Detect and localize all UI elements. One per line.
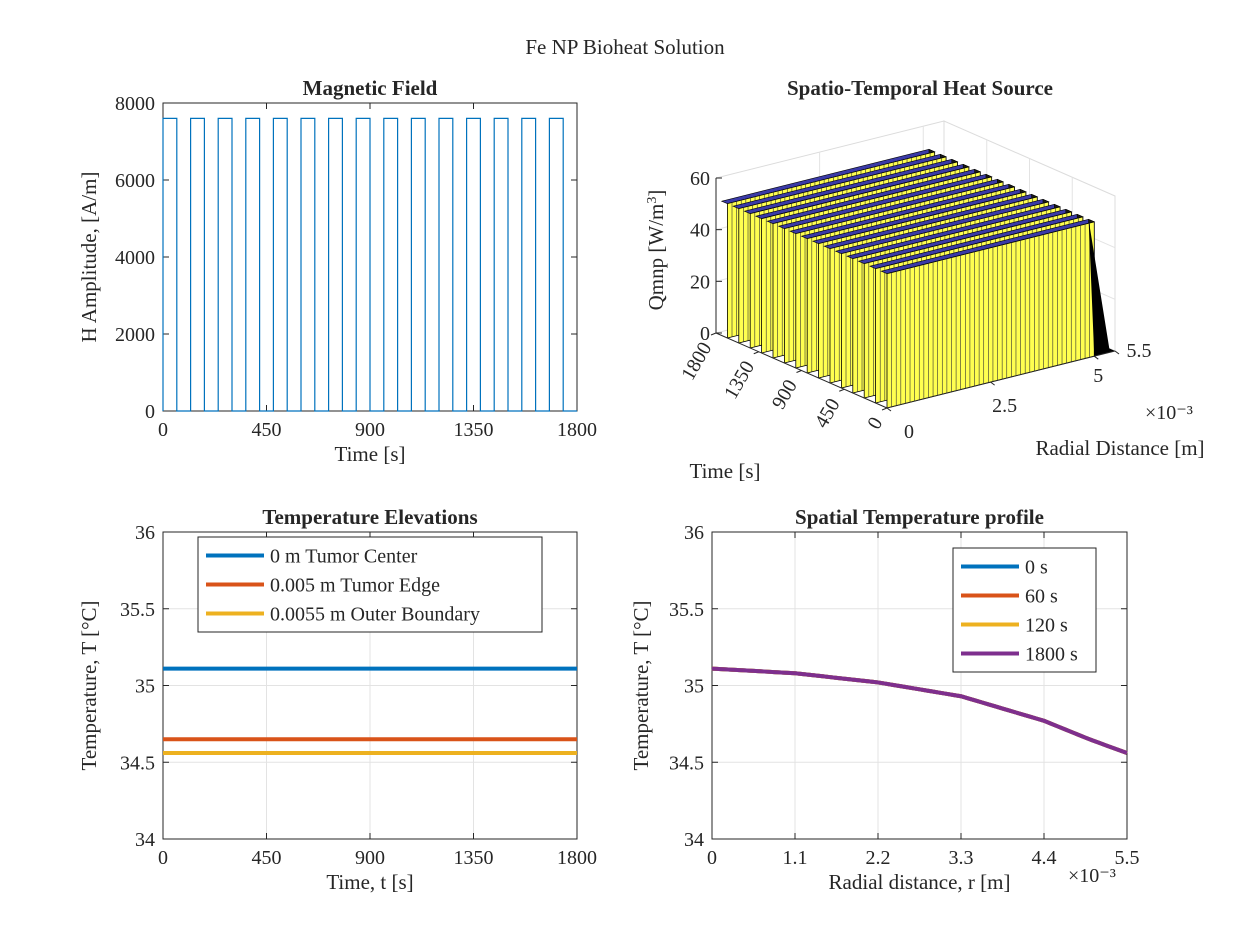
y-tick-label: 35.5	[120, 599, 155, 621]
r-tick-label: 5.5	[1127, 340, 1152, 362]
r-tick-mark	[1114, 350, 1120, 355]
x-tick-label: 450	[252, 419, 282, 441]
r-tick-mark	[990, 381, 995, 386]
y-tick-label: 36	[684, 522, 704, 544]
z-tick-label: 0	[700, 323, 710, 345]
r-tick-label: 2.5	[992, 395, 1017, 417]
z-tick-label: 60	[690, 168, 710, 190]
chart-title: Magnetic Field	[303, 76, 438, 100]
x-axis-label: Time [s]	[335, 442, 406, 466]
legend-box	[952, 547, 1097, 673]
x-axis-label: Radial distance, r [m]	[829, 870, 1011, 894]
z-tick-label: 40	[690, 220, 710, 242]
x-axis-label: Radial Distance [m]	[1035, 436, 1204, 460]
x-tick-label: 3.3	[949, 847, 974, 869]
x-tick-label: 4.4	[1032, 847, 1057, 869]
legend-label: 0.0055 m Outer Boundary	[270, 604, 480, 626]
spatial-temperature-chart: 0 1.1 2.2 3.3 4.4 5.5 34 34.5 35 35.5 36 Spatial Te…	[629, 505, 1140, 894]
temperature-elevations-chart: 0 450 900 1350 1800 34 34.5 35 35.5 36 Temperature…	[77, 505, 597, 894]
bar-ribs	[891, 223, 1090, 407]
x-exponent-label: ×10⁻³	[1145, 402, 1193, 424]
t-tick-label: 900	[768, 376, 802, 413]
r-axis-line	[886, 350, 1116, 409]
legend-label: 0 m Tumor Center	[270, 546, 418, 568]
figure-title: Fe NP Bioheat Solution	[525, 35, 725, 59]
y-tick-label: 34.5	[120, 752, 155, 774]
x-tick-label: 1.1	[783, 847, 808, 869]
x-tick-label: 0	[707, 847, 717, 869]
y-tick-label: 35.5	[669, 599, 704, 621]
series-line	[711, 666, 1128, 755]
r-tick-label: 5	[1093, 365, 1103, 387]
y-axis-label: Time [s]	[690, 459, 761, 483]
y-tick-label: 34	[135, 829, 155, 851]
x-tick-label: 1800	[557, 419, 597, 441]
r-tick-mark	[886, 407, 892, 412]
x-tick-label: 1350	[454, 419, 494, 441]
legend-label: 60 s	[1025, 586, 1058, 608]
x-exponent-label: ×10⁻³	[1068, 865, 1116, 887]
y-tick-label: 6000	[115, 170, 155, 192]
z-axis-label: Qmnp [W/m3]	[644, 190, 668, 311]
x-tick-label: 900	[355, 847, 385, 869]
y-axis-label: Temperature, T [°C]	[629, 600, 653, 770]
legend-label: 0.005 m Tumor Edge	[270, 575, 440, 597]
t-tick-label: 1800	[677, 339, 716, 385]
series-line	[711, 666, 1128, 755]
y-tick-label: 0	[145, 401, 155, 423]
series-line	[711, 666, 1128, 755]
x-axis-label: Time, t [s]	[326, 870, 413, 894]
x-tick-label: 900	[355, 419, 385, 441]
chart-title: Temperature Elevations	[262, 505, 477, 529]
magnetic-field-chart: 0 450 900 1350 1800 0 2000 4000 6000 8000 Magnetic…	[77, 76, 597, 466]
x-tick-label: 1350	[454, 847, 494, 869]
r-tick-mark	[1093, 355, 1099, 360]
legend-label: 0 s	[1025, 557, 1048, 579]
t-tick-mark	[839, 388, 845, 392]
t-tick-label: 1350	[720, 357, 759, 403]
t-tick-mark	[753, 351, 759, 355]
x-tick-label: 450	[252, 847, 282, 869]
y-tick-label: 36	[135, 522, 155, 544]
chart-title: Spatio-Temporal Heat Source	[787, 76, 1053, 100]
y-tick-label: 2000	[115, 324, 155, 346]
t-tick-mark	[881, 407, 888, 411]
y-tick-label: 34.5	[669, 752, 704, 774]
chart-title: Spatial Temperature profile	[795, 505, 1044, 529]
z-tick-label: 20	[690, 271, 710, 293]
legend-label: 1800 s	[1025, 644, 1078, 666]
y-tick-label: 4000	[115, 247, 155, 269]
series-line	[711, 666, 1128, 755]
z-axis-label-superscript: 3	[645, 197, 660, 204]
r-tick-label: 0	[904, 421, 914, 443]
y-axis-label: Temperature, T [°C]	[77, 600, 101, 770]
y-tick-label: 35	[135, 676, 155, 698]
z-axis-label-base: Qmnp [W/m	[644, 204, 668, 311]
y-axis-label: H Amplitude, [A/m]	[77, 172, 101, 343]
x-tick-label: 5.5	[1115, 847, 1140, 869]
t-tick-label: 450	[811, 395, 845, 432]
x-tick-label: 1800	[557, 847, 597, 869]
t-tick-mark	[710, 332, 717, 336]
y-tick-label: 35	[684, 676, 704, 698]
h-amplitude-line	[162, 117, 577, 412]
t-tick-mark	[796, 370, 802, 373]
y-tick-label: 34	[684, 829, 704, 851]
legend-label: 120 s	[1025, 615, 1068, 637]
x-tick-label: 0	[158, 419, 168, 441]
y-tick-label: 8000	[115, 93, 155, 115]
x-tick-label: 0	[158, 847, 168, 869]
x-tick-label: 2.2	[866, 847, 891, 869]
t-tick-label: 0	[863, 414, 887, 434]
edge-wedge	[1088, 219, 1115, 357]
z-axis-label-end: ]	[644, 190, 668, 197]
